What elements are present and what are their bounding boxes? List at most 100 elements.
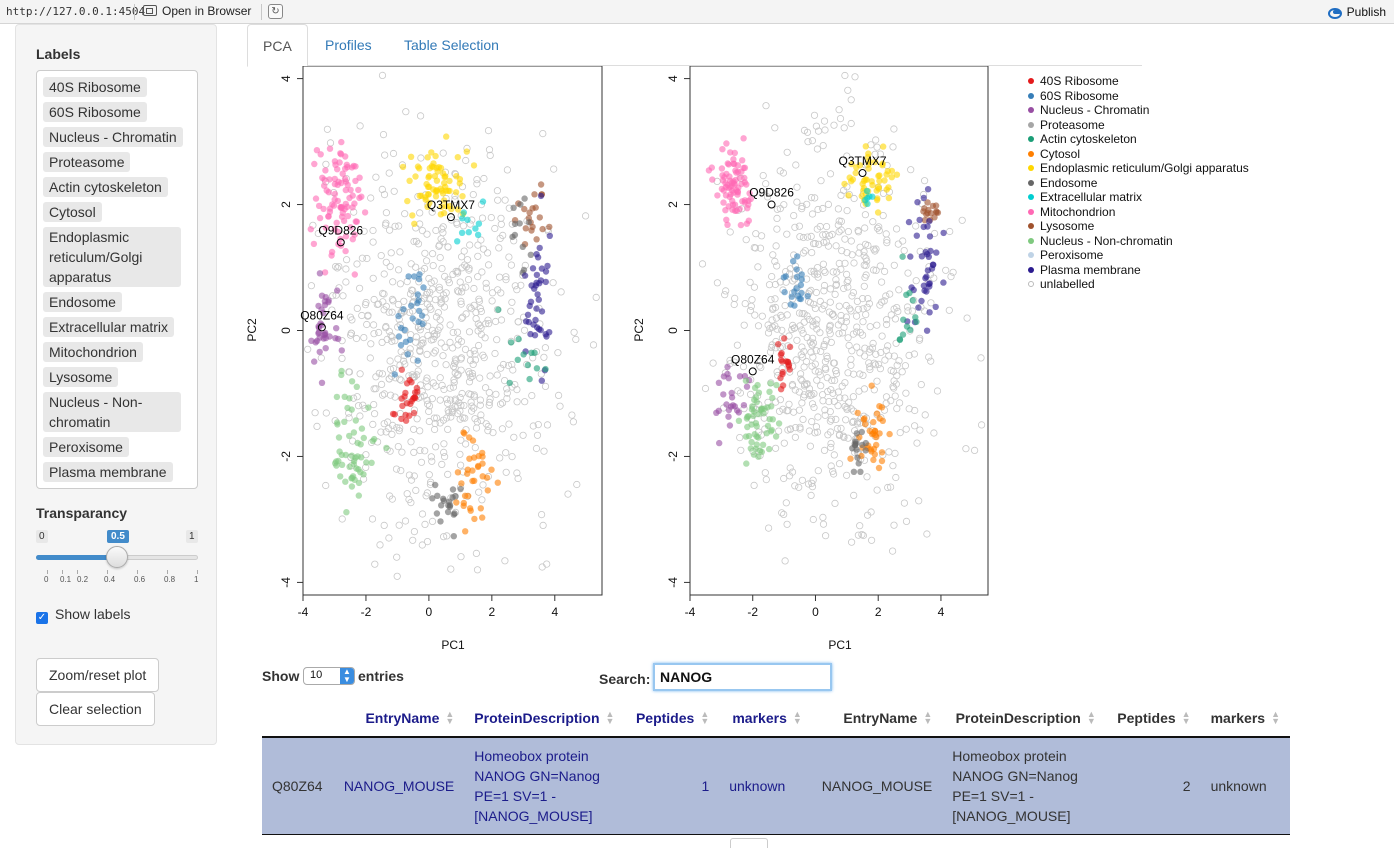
column-header-markers[interactable]: markers ▲ ▼ (719, 700, 812, 737)
data-point (723, 140, 729, 146)
scatter-plot-1: -4 -2 0 2 4420-2-4PC1PC2Q3TMX7Q9D826Q80Z64 (247, 66, 602, 652)
data-point (475, 342, 481, 348)
label-item[interactable]: Nucleus - Non-chromatin (43, 392, 181, 432)
show-labels-checkbox[interactable]: ✓ Show labels (36, 606, 131, 624)
data-point (466, 229, 472, 235)
data-point (907, 253, 913, 259)
legend-entry: Endoplasmic reticulum/Golgi apparatus (1028, 161, 1249, 175)
data-point (398, 325, 404, 331)
checkmark-icon[interactable]: ✓ (36, 612, 48, 624)
open-in-browser-button[interactable]: Open in Browser (143, 4, 251, 18)
data-point (889, 174, 895, 180)
data-point (539, 308, 545, 314)
legend-label: Nucleus - Chromatin (1040, 103, 1149, 117)
data-point (890, 463, 896, 469)
column-header-peptides[interactable]: Peptides ▲ ▼ (624, 700, 719, 737)
label-item[interactable]: Plasma membrane (43, 462, 173, 482)
refresh-icon[interactable]: ↻ (268, 4, 283, 19)
label-item[interactable]: Peroxisome (43, 437, 129, 457)
data-point (796, 389, 802, 395)
y-axis-label: PC2 (632, 318, 646, 342)
label-item[interactable]: Endosome (43, 292, 122, 312)
data-point (465, 276, 471, 282)
label-item[interactable]: Endoplasmic reticulum/Golgi apparatus (43, 227, 181, 287)
data-point (428, 149, 434, 155)
legend-label: Endosome (1040, 176, 1097, 190)
data-point (467, 304, 473, 310)
sort-icon: ▲ ▼ (606, 711, 615, 725)
data-point (850, 394, 856, 400)
data-point (930, 262, 936, 268)
data-point (408, 379, 414, 385)
tab-table-selection[interactable]: Table Selection (389, 24, 514, 66)
data-point (874, 378, 880, 384)
data-point (424, 231, 430, 237)
data-point (838, 425, 844, 431)
data-point (402, 412, 408, 418)
data-point (533, 445, 539, 451)
data-point (439, 461, 445, 467)
label-item[interactable]: Cytosol (43, 202, 102, 222)
data-point (546, 224, 552, 230)
column-header-markers-2[interactable]: markers ▲ ▼ (1201, 700, 1290, 737)
data-point (422, 521, 428, 527)
clear-selection-button[interactable]: Clear selection (36, 692, 155, 726)
data-point (907, 327, 913, 333)
entries-select[interactable]: 10 ▲ ▼ (303, 667, 355, 685)
data-point (820, 514, 826, 520)
zoom-reset-button[interactable]: Zoom/reset plot (36, 658, 159, 692)
publish-button[interactable]: Publish (1328, 5, 1386, 19)
tab-pca[interactable]: PCA (247, 24, 308, 67)
data-point (428, 306, 434, 312)
tab-profiles[interactable]: Profiles (310, 24, 387, 66)
data-point (739, 198, 745, 204)
search-input[interactable] (653, 663, 832, 691)
column-header-proteindescription-2[interactable]: ProteinDescription ▲ ▼ (942, 700, 1106, 737)
data-point (437, 518, 443, 524)
data-point (485, 127, 491, 133)
data-point (323, 345, 329, 351)
label-item[interactable]: 60S Ribosome (43, 102, 147, 122)
table-row[interactable]: Q80Z64 NANOG_MOUSE Homeobox protein NANO… (262, 737, 1290, 834)
label-item[interactable]: Lysosome (43, 367, 118, 387)
data-point (332, 191, 338, 197)
data-point (321, 177, 327, 183)
data-point (862, 212, 868, 218)
data-point (854, 455, 860, 461)
data-point (710, 360, 716, 366)
slider-tick-label: 0.2 (77, 575, 88, 584)
column-header-peptides-2[interactable]: Peptides ▲ ▼ (1106, 700, 1201, 737)
label-item[interactable]: Extracellular matrix (43, 317, 174, 337)
data-point (537, 245, 543, 251)
label-item[interactable]: 40S Ribosome (43, 77, 147, 97)
label-item[interactable]: Nucleus - Chromatin (43, 127, 183, 147)
toolbar-divider (134, 4, 135, 20)
pagination[interactable] (730, 838, 768, 848)
slider-max-label: 1 (186, 530, 198, 543)
data-point (874, 144, 880, 150)
data-point (732, 167, 738, 173)
data-point (810, 516, 816, 522)
column-header-entryname-2[interactable]: EntryName ▲ ▼ (812, 700, 942, 737)
labels-multiselect[interactable]: 40S Ribosome 60S Ribosome Nucleus - Chro… (36, 70, 198, 489)
data-point (378, 381, 384, 387)
data-point (453, 189, 459, 195)
data-point (434, 178, 440, 184)
column-header-proteindescription[interactable]: ProteinDescription ▲ ▼ (464, 700, 624, 737)
data-point (344, 162, 350, 168)
data-point (492, 350, 498, 356)
data-point (772, 281, 778, 287)
label-item[interactable]: Actin cytoskeleton (43, 177, 168, 197)
label-item[interactable]: Proteasome (43, 152, 130, 172)
slider-handle[interactable] (106, 546, 128, 568)
column-header-entryname[interactable]: EntryName ▲ ▼ (334, 700, 464, 737)
data-point (522, 399, 528, 405)
legend-marker (1028, 78, 1034, 84)
data-point (779, 327, 785, 333)
data-point (477, 375, 483, 381)
data-point (925, 267, 931, 273)
data-point (475, 463, 481, 469)
pca-plots[interactable]: -4 -2 0 2 4420-2-4PC1PC2Q3TMX7Q9D826Q80Z64-4… (247, 66, 1017, 661)
data-point (772, 445, 778, 451)
label-item[interactable]: Mitochondrion (43, 342, 143, 362)
